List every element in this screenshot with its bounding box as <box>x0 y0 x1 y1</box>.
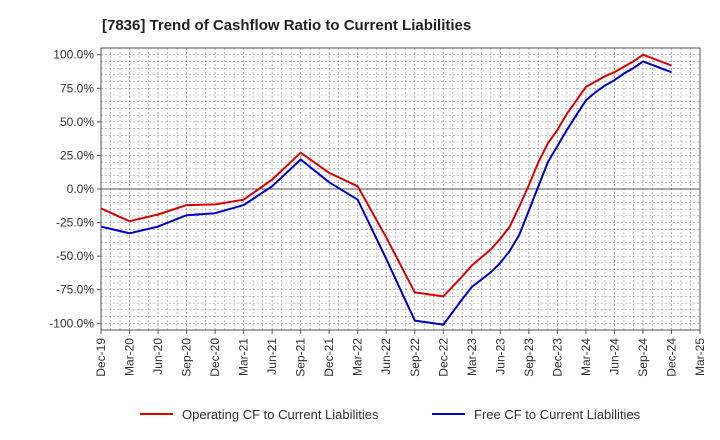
x-tick-label: Mar-25 <box>693 338 707 376</box>
y-tick-label: 50.0% <box>60 115 94 129</box>
x-tick-label: Mar-22 <box>351 338 365 376</box>
plot-area <box>100 53 672 326</box>
y-axis: 100.0% 75.0% 50.0% 25.0% 0.0% -25.0% -50.0% -75… <box>49 48 101 330</box>
x-tick-label: Dec-23 <box>550 338 564 377</box>
x-tick-label: Mar-23 <box>465 338 479 376</box>
x-tick-label: Sep-22 <box>408 338 422 377</box>
series-line-2 <box>100 60 672 326</box>
grid <box>100 48 701 330</box>
x-tick-label: Jun-23 <box>493 338 507 375</box>
x-tick-label: Jun-22 <box>379 338 393 375</box>
chart-title: [7836] Trend of Cashflow Ratio to Curren… <box>102 17 471 34</box>
plot-frame <box>100 47 701 331</box>
x-tick-label: Jun-20 <box>151 338 165 375</box>
y-tick-label: 25.0% <box>60 148 94 162</box>
y-tick-label: -100.0% <box>49 316 94 330</box>
y-tick-label: 75.0% <box>60 81 94 95</box>
x-tick-label: Sep-23 <box>522 338 536 377</box>
x-tick-label: Sep-20 <box>180 338 194 377</box>
y-tick-label: 100.0% <box>53 48 94 62</box>
x-tick-label: Jun-21 <box>265 338 279 375</box>
x-tick-label: Mar-21 <box>237 338 251 376</box>
x-tick-label: Sep-21 <box>294 338 308 377</box>
x-tick-label: Dec-20 <box>208 338 222 377</box>
x-axis: Dec-19 Mar-20 Jun-20 Sep-20 Dec-20 Mar-21 Jun-… <box>94 330 707 377</box>
y-tick-label: 0.0% <box>67 182 95 196</box>
x-tick-label: Dec-21 <box>322 338 336 377</box>
x-tick-label: Dec-22 <box>436 338 450 377</box>
legend-label-2: Free CF to Current Liabilities <box>474 407 641 422</box>
legend-label-1: Operating CF to Current Liabilities <box>182 407 379 422</box>
y-tick-label: -75.0% <box>56 283 94 297</box>
x-tick-label: Jun-24 <box>607 338 621 375</box>
legend: Operating CF to Current Liabilities Free … <box>140 407 641 422</box>
x-tick-label: Dec-19 <box>94 338 108 377</box>
x-tick-label: Mar-24 <box>579 338 593 376</box>
series-line-1 <box>100 53 672 298</box>
x-tick-label: Mar-20 <box>123 338 137 376</box>
y-tick-label: -25.0% <box>56 216 94 230</box>
x-tick-label: Sep-24 <box>636 338 650 377</box>
x-tick-label: Dec-24 <box>664 338 678 377</box>
y-tick-label: -50.0% <box>56 249 94 263</box>
